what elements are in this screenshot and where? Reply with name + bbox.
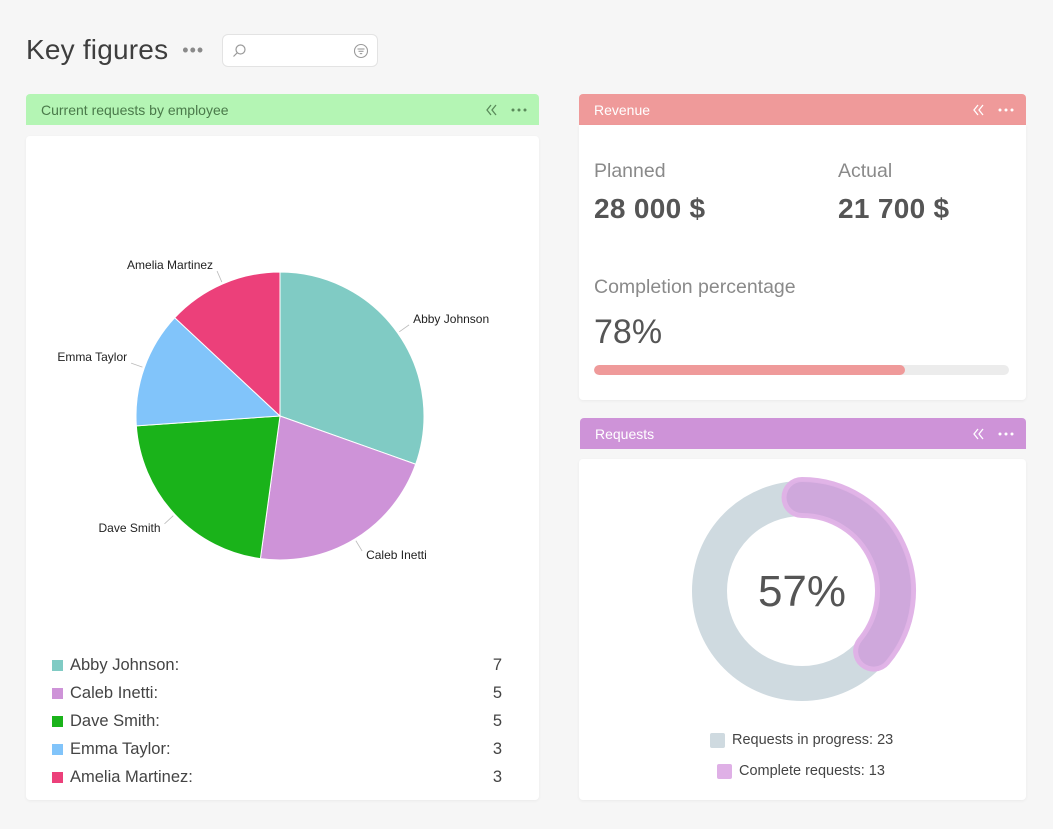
- legend-swatch: [710, 732, 725, 748]
- search-input[interactable]: [247, 35, 353, 66]
- legend-swatch: [52, 743, 63, 755]
- completion-progress-bar: [594, 365, 1009, 375]
- search-icon: [231, 43, 247, 59]
- collapse-icon[interactable]: [972, 428, 986, 440]
- pie-label: Caleb Inetti: [366, 548, 427, 562]
- legend-item-in-progress: Requests in progress: 23: [710, 732, 893, 748]
- more-horizontal-icon[interactable]: [998, 432, 1014, 436]
- actual-value: 21 700 $: [838, 193, 950, 224]
- employee-pie-card: Abby Johnson Caleb Inetti Dave Smith Emma T…: [26, 136, 539, 800]
- legend-item: Abby Johnson: 7: [52, 652, 502, 680]
- requests-card: 57% Requests in progress: 23 Complete re…: [579, 459, 1026, 800]
- planned-value: 28 000 $: [594, 193, 706, 224]
- employee-panel-title: Current requests by employee: [41, 101, 229, 118]
- pie-slice[interactable]: [174, 271, 281, 418]
- legend-label: Emma Taylor:: [70, 739, 171, 758]
- legend-label: Requests in progress: 23: [732, 732, 894, 748]
- legend-label: Complete requests: 13: [739, 763, 885, 779]
- page-header: Key figures •••: [26, 30, 204, 70]
- more-horizontal-icon[interactable]: [511, 108, 527, 112]
- legend-item: Dave Smith: 5: [52, 708, 502, 736]
- completion-progress-fill: [594, 365, 906, 375]
- completion-value: 78%: [594, 313, 663, 351]
- legend-item: Emma Taylor: 3: [52, 735, 502, 763]
- legend-label: Caleb Inetti:: [70, 684, 159, 703]
- pie-label: Dave Smith: [98, 521, 160, 535]
- pie-label: Amelia Martinez: [127, 258, 213, 272]
- revenue-panel-header: Revenue: [579, 94, 1026, 125]
- actual-label: Actual: [838, 160, 893, 182]
- legend-value: 7: [492, 656, 502, 675]
- pie-label-connector: [355, 540, 363, 552]
- legend-item-complete: Complete requests: 13: [717, 763, 885, 779]
- pie-slice[interactable]: [135, 317, 282, 427]
- pie-label-connector: [216, 270, 223, 283]
- legend-item: Caleb Inetti: 5: [52, 680, 502, 708]
- legend-item: Amelia Martinez: 3: [52, 763, 502, 791]
- pie-slice[interactable]: [135, 415, 281, 560]
- pie-label: Emma Taylor: [57, 350, 127, 364]
- legend-label: Amelia Martinez:: [70, 767, 193, 786]
- employee-legend: Abby Johnson: 7 Caleb Inetti: 5 Dave Smith: 5…: [52, 652, 502, 791]
- legend-swatch: [52, 771, 63, 783]
- legend-value: 3: [492, 767, 502, 786]
- legend-label: Abby Johnson:: [70, 656, 180, 675]
- requests-panel-header: Requests: [580, 418, 1026, 449]
- more-horizontal-icon[interactable]: •••: [182, 40, 205, 60]
- pie-slice[interactable]: [279, 271, 425, 465]
- requests-panel-title: Requests: [595, 425, 655, 442]
- pie-label-connector: [130, 362, 143, 368]
- pie-label: Abby Johnson: [413, 312, 489, 326]
- employee-panel-header: Current requests by employee: [26, 94, 539, 125]
- donut-segment-complete-inner: [786, 482, 911, 667]
- revenue-card: Planned 28 000 $ Actual 21 700 $ Complet…: [579, 125, 1026, 400]
- more-horizontal-icon[interactable]: [998, 108, 1014, 112]
- page-title: Key figures: [26, 34, 169, 65]
- legend-value: 5: [492, 684, 502, 703]
- legend-value: 3: [492, 739, 502, 758]
- legend-swatch: [52, 715, 63, 727]
- pie-slice[interactable]: [259, 415, 417, 561]
- requests-donut-chart: 57%: [692, 477, 916, 701]
- legend-label: Dave Smith:: [70, 711, 160, 730]
- planned-label: Planned: [594, 160, 666, 182]
- search-box[interactable]: [222, 34, 378, 67]
- donut-center-text: 57%: [758, 567, 846, 616]
- legend-swatch: [52, 688, 63, 700]
- collapse-icon[interactable]: [485, 104, 499, 116]
- legend-swatch: [52, 660, 63, 672]
- legend-value: 5: [492, 711, 502, 730]
- legend-swatch: [717, 763, 732, 779]
- employee-pie-chart: Abby Johnson Caleb Inetti Dave Smith Emma T…: [57, 258, 489, 562]
- pie-label-connector: [399, 324, 410, 333]
- pie-label-connector: [164, 515, 174, 525]
- collapse-icon[interactable]: [972, 104, 986, 116]
- completion-label: Completion percentage: [594, 276, 796, 298]
- revenue-panel-title: Revenue: [594, 101, 651, 118]
- filter-icon[interactable]: [353, 43, 369, 59]
